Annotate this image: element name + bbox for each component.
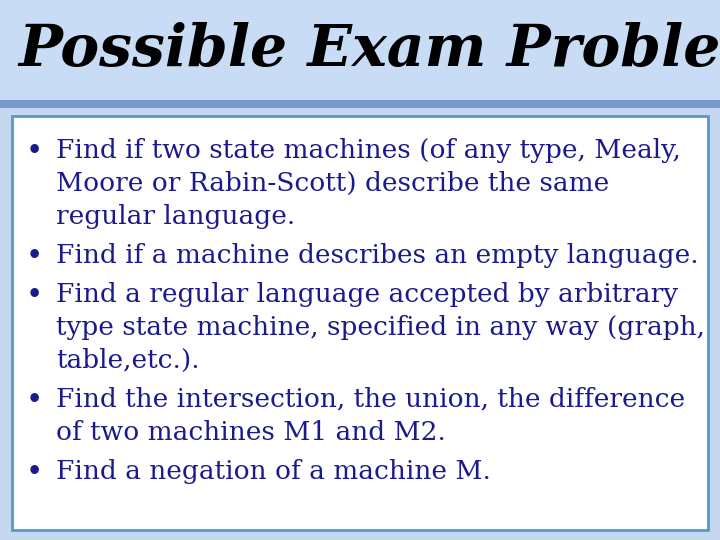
Bar [12,116,708,530]
Text: Possible Exam Problems: Possible Exam Problems [18,22,720,78]
Text: Find if two state machines (of any type, Mealy,: Find if two state machines (of any type,… [56,138,681,163]
Polygon shape [0,0,720,100]
Text: Find the intersection, the union, the difference: Find the intersection, the union, the di… [56,387,685,412]
Text: •: • [25,282,42,310]
Text: •: • [25,459,42,487]
Text: Find if a machine describes an empty language.: Find if a machine describes an empty lan… [56,243,698,268]
Text: of two machines M1 and M2.: of two machines M1 and M2. [56,420,446,445]
Text: type state machine, specified in any way (graph,: type state machine, specified in any way… [56,315,705,340]
Text: •: • [25,138,42,166]
Text: Find a negation of a machine M.: Find a negation of a machine M. [56,459,491,484]
Text: regular language.: regular language. [56,204,295,229]
Bar [0,100,720,108]
Text: table,etc.).: table,etc.). [56,348,199,373]
Text: •: • [25,387,42,415]
Text: Find a regular language accepted by arbitrary: Find a regular language accepted by arbi… [56,282,678,307]
Text: Moore or Rabin-Scott) describe the same: Moore or Rabin-Scott) describe the same [56,171,609,196]
Text: •: • [25,243,42,271]
